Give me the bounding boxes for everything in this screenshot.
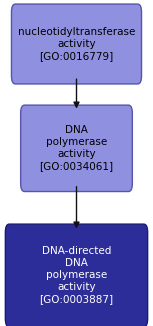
- FancyBboxPatch shape: [5, 224, 148, 326]
- Text: DNA
polymerase
activity
[GO:0034061]: DNA polymerase activity [GO:0034061]: [39, 125, 114, 171]
- FancyBboxPatch shape: [21, 105, 132, 191]
- Text: DNA-directed
DNA
polymerase
activity
[GO:0003887]: DNA-directed DNA polymerase activity [GO…: [39, 246, 114, 304]
- Text: nucleotidyltransferase
activity
[GO:0016779]: nucleotidyltransferase activity [GO:0016…: [18, 27, 135, 61]
- FancyBboxPatch shape: [11, 4, 142, 84]
